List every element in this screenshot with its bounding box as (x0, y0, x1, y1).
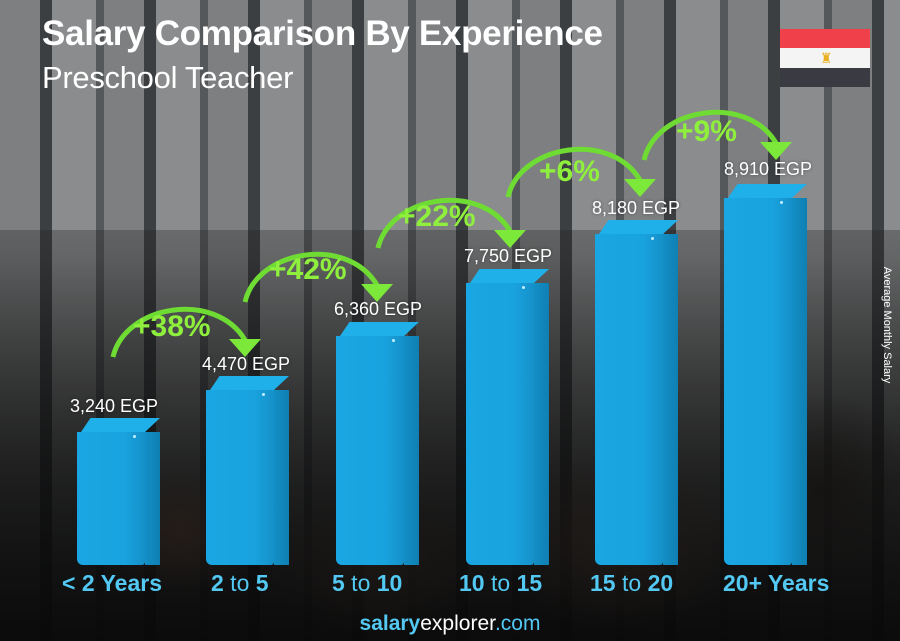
y-axis-label: Average Monthly Salary (881, 266, 893, 384)
value-label: 7,750 EGP (464, 246, 553, 266)
category-label: 10 to 15 (459, 570, 543, 596)
category-label: 20+ Years (723, 570, 830, 596)
bar-lt-2-years (77, 418, 161, 565)
category-label: 5 to 10 (332, 570, 403, 596)
value-label: 3,240 EGP (70, 396, 159, 416)
eagle-emblem-icon: ♜ (820, 50, 833, 66)
growth-arrow-icon (110, 306, 261, 358)
percent-change-label: +6% (539, 155, 600, 188)
brand-watermark: salaryexplorer.com (359, 612, 541, 635)
growth-arrow-icon (242, 251, 393, 303)
percent-change-label: +38% (133, 310, 211, 343)
bar-20-plus-years (724, 184, 808, 565)
chart-title: Salary Comparison By Experience (42, 14, 603, 53)
bar-10-to-15 (466, 269, 550, 565)
chart-subtitle: Preschool Teacher (42, 60, 294, 95)
value-label: 6,360 EGP (334, 299, 423, 319)
category-label: 2 to 5 (211, 570, 269, 596)
value-label: 8,910 EGP (724, 159, 813, 179)
growth-arrow-icon (641, 109, 792, 161)
percent-change-label: +22% (398, 200, 476, 233)
bar-2-to-5 (206, 376, 290, 565)
growth-arrow-icon (375, 197, 526, 249)
bar-15-to-20 (595, 220, 679, 565)
value-label: 8,180 EGP (592, 198, 681, 218)
bar-5-to-10 (336, 322, 420, 565)
percent-change-label: +42% (269, 253, 347, 286)
percent-change-label: +9% (676, 115, 737, 148)
value-label: 4,470 EGP (202, 354, 291, 374)
growth-arrow-icon (505, 146, 656, 198)
category-label: < 2 Years (62, 570, 162, 596)
category-label: 15 to 20 (590, 570, 674, 596)
egypt-flag-icon: ♜ (780, 29, 870, 87)
